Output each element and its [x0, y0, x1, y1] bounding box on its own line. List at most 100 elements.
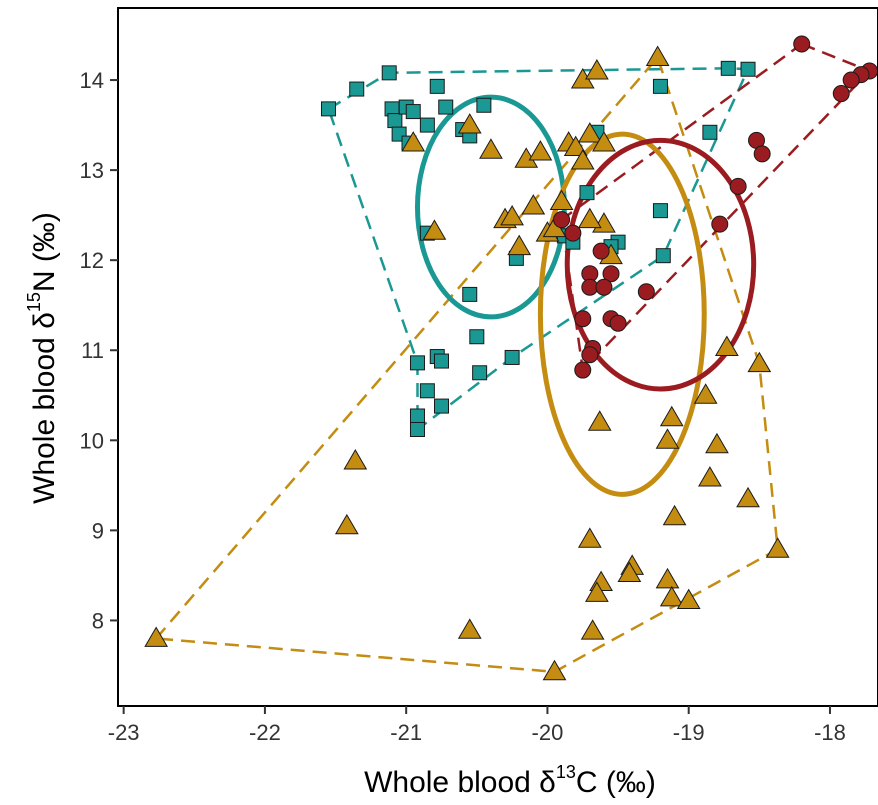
- square-point: [504, 349, 520, 365]
- square-point: [409, 355, 425, 371]
- plot-panel-border: [117, 7, 878, 707]
- circle-point: [574, 310, 592, 328]
- square-point: [433, 353, 449, 369]
- circle-point: [595, 278, 613, 296]
- square-point: [655, 248, 671, 264]
- square-point: [419, 117, 435, 133]
- square-point: [419, 383, 435, 399]
- y-tick-label: 10: [80, 428, 104, 453]
- circle-point: [581, 278, 599, 296]
- triangle-point: [587, 410, 612, 431]
- triangle-point: [693, 383, 718, 404]
- triangle-point: [659, 585, 684, 607]
- square-point: [409, 422, 425, 438]
- ellipse-triangle-series: [537, 131, 707, 497]
- square-point: [409, 408, 425, 424]
- triangle-point: [401, 131, 426, 152]
- triangle-point: [577, 207, 602, 229]
- triangle-point: [645, 45, 670, 66]
- triangle-point: [585, 59, 609, 80]
- circle-point: [609, 314, 627, 332]
- triangle-point: [334, 513, 359, 535]
- triangle-point: [577, 527, 602, 548]
- triangle-point: [714, 335, 739, 356]
- triangle-point: [705, 432, 729, 454]
- square-point: [469, 329, 485, 345]
- triangle-point: [698, 466, 722, 487]
- hull-square-series: [326, 67, 750, 433]
- y-axis: 8 9 10 11 12 13 14: [80, 68, 118, 633]
- circle-point: [564, 224, 582, 242]
- circle-point: [711, 215, 729, 233]
- y-tick-label: 14: [80, 68, 104, 93]
- triangle-point: [765, 537, 790, 558]
- x-tick-label: -21: [390, 720, 422, 745]
- circle-point: [602, 265, 620, 283]
- triangle-point: [144, 626, 169, 647]
- square-point: [476, 97, 492, 113]
- triangle-point: [521, 194, 546, 215]
- circle-point: [753, 145, 771, 163]
- x-axis-title: Whole blood δ13C (‰): [364, 762, 656, 799]
- triangle-point: [580, 619, 605, 640]
- square-point: [433, 398, 449, 414]
- x-tick-label: -18: [814, 720, 846, 745]
- triangle-point: [507, 234, 532, 256]
- triangle-point: [422, 219, 447, 240]
- y-tick-label: 8: [92, 608, 104, 633]
- triangle-point: [457, 113, 482, 134]
- square-point: [472, 365, 488, 381]
- triangle-point: [549, 189, 574, 211]
- circle-point: [793, 35, 811, 53]
- square-point: [438, 99, 454, 115]
- triangle-point: [570, 149, 595, 170]
- square-point: [381, 65, 397, 81]
- triangle-point: [585, 581, 609, 602]
- square-point: [720, 60, 736, 76]
- triangle-point: [343, 449, 368, 470]
- ellipse-circle-series: [564, 137, 757, 392]
- square-point: [652, 78, 668, 94]
- square-point: [405, 104, 421, 120]
- circle-point: [729, 177, 747, 195]
- triangle-point: [577, 122, 602, 143]
- square-point: [740, 61, 756, 77]
- triangle-point: [655, 428, 680, 449]
- triangle-point: [479, 138, 503, 159]
- circle-point: [574, 361, 592, 379]
- circle-point: [592, 242, 610, 260]
- triangle-point: [528, 140, 553, 161]
- triangle-point: [655, 567, 680, 589]
- y-tick-label: 13: [80, 158, 104, 183]
- square-point: [702, 124, 718, 140]
- triangle-point: [542, 659, 567, 681]
- triangle-point: [676, 588, 701, 610]
- circle-point: [832, 85, 850, 103]
- square-point: [429, 78, 445, 94]
- circle-point: [842, 71, 860, 89]
- circle-point: [637, 283, 655, 301]
- square-point: [387, 113, 403, 129]
- triangle-point: [659, 405, 684, 427]
- triangle-point: [747, 351, 772, 373]
- y-tick-label: 12: [80, 248, 104, 273]
- x-tick-label: -19: [673, 720, 705, 745]
- square-point: [320, 101, 336, 117]
- triangle-point: [563, 135, 588, 157]
- y-axis-title: Whole blood δ15N (‰): [24, 212, 61, 504]
- point-layer: [144, 35, 878, 681]
- circle-point: [553, 211, 571, 229]
- y-tick-label: 9: [92, 518, 104, 543]
- square-point: [462, 286, 478, 302]
- triangle-point: [457, 618, 482, 639]
- square-point: [579, 185, 595, 201]
- triangle-point: [736, 486, 760, 508]
- square-point: [652, 203, 668, 219]
- x-tick-label: -20: [532, 720, 564, 745]
- triangle-point: [662, 504, 687, 526]
- triangle-point: [617, 561, 642, 583]
- square-point: [349, 81, 365, 97]
- triangle-point: [500, 204, 524, 226]
- x-tick-label: -23: [108, 720, 140, 745]
